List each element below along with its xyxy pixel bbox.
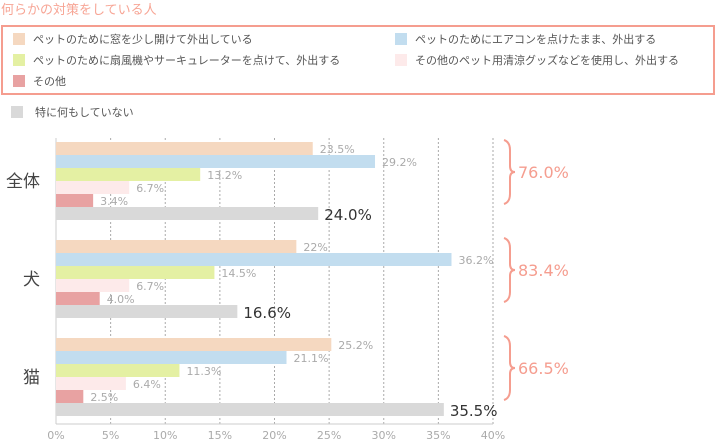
- bar-value-label: 6.7%: [136, 280, 164, 293]
- legend-swatch: [13, 33, 25, 45]
- x-tick-label: 40%: [481, 429, 505, 440]
- bar: [56, 266, 215, 279]
- bar-value-label: 29.2%: [382, 156, 417, 169]
- total-label: 66.5%: [518, 359, 569, 378]
- legend-item: ペットのためにエアコンを点けたまま、外出する: [395, 31, 656, 47]
- legend: ペットのために窓を少し開けて外出している ペットのためにエアコンを点けたまま、外…: [1, 25, 715, 95]
- bar-value-label-none: 24.0%: [324, 206, 372, 224]
- x-tick-label: 35%: [426, 429, 450, 440]
- x-tick-label: 5%: [102, 429, 119, 440]
- brace: [503, 335, 516, 401]
- category-label: 犬: [23, 270, 40, 290]
- chart-title: 何らかの対策をしている人: [1, 3, 157, 18]
- x-tick-label: 25%: [317, 429, 341, 440]
- bar-value-label: 4.0%: [107, 293, 135, 306]
- legend-swatch: [11, 106, 23, 118]
- legend-item: その他のペット用清涼グッズなどを使用し、外出する: [395, 52, 679, 68]
- bar: [56, 253, 452, 266]
- total-label: 83.4%: [518, 261, 569, 280]
- bar-value-label: 21.1%: [294, 352, 329, 365]
- bar-value-label: 2.5%: [90, 391, 118, 404]
- bar-value-label: 23.5%: [320, 143, 355, 156]
- legend-label: 特に何もしていない: [35, 106, 134, 119]
- legend-swatch: [395, 54, 407, 66]
- category-label: 全体: [6, 172, 40, 192]
- legend-swatch: [13, 75, 25, 87]
- bar: [56, 305, 238, 318]
- bar: [56, 377, 126, 390]
- bar-value-label: 14.5%: [221, 267, 256, 280]
- x-tick-label: 30%: [372, 429, 396, 440]
- legend-label: ペットのために扇風機やサーキュレーターを点けて、外出する: [33, 54, 341, 67]
- legend-item: 特に何もしていない: [11, 104, 134, 120]
- bar: [56, 155, 376, 168]
- bar-value-label: 22%: [303, 241, 327, 254]
- x-tick-label: 0%: [47, 429, 64, 440]
- bar: [56, 403, 444, 416]
- bar: [56, 194, 94, 207]
- legend-label: ペットのためにエアコンを点けたまま、外出する: [415, 33, 657, 46]
- bar: [56, 240, 297, 253]
- legend-swatch: [395, 33, 407, 45]
- bar: [56, 292, 100, 305]
- bar: [56, 181, 130, 194]
- legend-label: その他のペット用清涼グッズなどを使用し、外出する: [415, 54, 679, 67]
- bar-value-label-none: 35.5%: [450, 402, 498, 420]
- bar-value-label: 3.4%: [100, 195, 128, 208]
- bar: [56, 338, 332, 351]
- x-tick-label: 15%: [208, 429, 232, 440]
- legend-label: その他: [33, 75, 66, 88]
- legend-item: その他: [13, 73, 66, 89]
- brace: [503, 237, 516, 303]
- legend-item: ペットのために窓を少し開けて外出している: [13, 31, 253, 47]
- bar-value-label: 6.7%: [136, 182, 164, 195]
- bar: [56, 351, 287, 364]
- bar: [56, 207, 319, 220]
- legend-label: ペットのために窓を少し開けて外出している: [33, 33, 253, 46]
- legend-item: ペットのために扇風機やサーキュレーターを点けて、外出する: [13, 52, 340, 68]
- bar-value-label: 36.2%: [458, 254, 493, 267]
- bar: [56, 390, 84, 403]
- bar: [56, 279, 130, 292]
- x-tick-label: 20%: [262, 429, 286, 440]
- bar: [56, 142, 313, 155]
- category-label: 猫: [23, 368, 40, 388]
- bar: [56, 364, 180, 377]
- x-tick-label: 10%: [153, 429, 177, 440]
- bar-value-label-none: 16.6%: [243, 304, 291, 322]
- brace: [503, 139, 516, 205]
- bar-value-label: 6.4%: [133, 378, 161, 391]
- total-label: 76.0%: [518, 163, 569, 182]
- bar-value-label: 13.2%: [207, 169, 242, 182]
- bar-value-label: 11.3%: [186, 365, 221, 378]
- legend-swatch: [13, 54, 25, 66]
- bar-value-label: 25.2%: [338, 339, 373, 352]
- bar: [56, 168, 201, 181]
